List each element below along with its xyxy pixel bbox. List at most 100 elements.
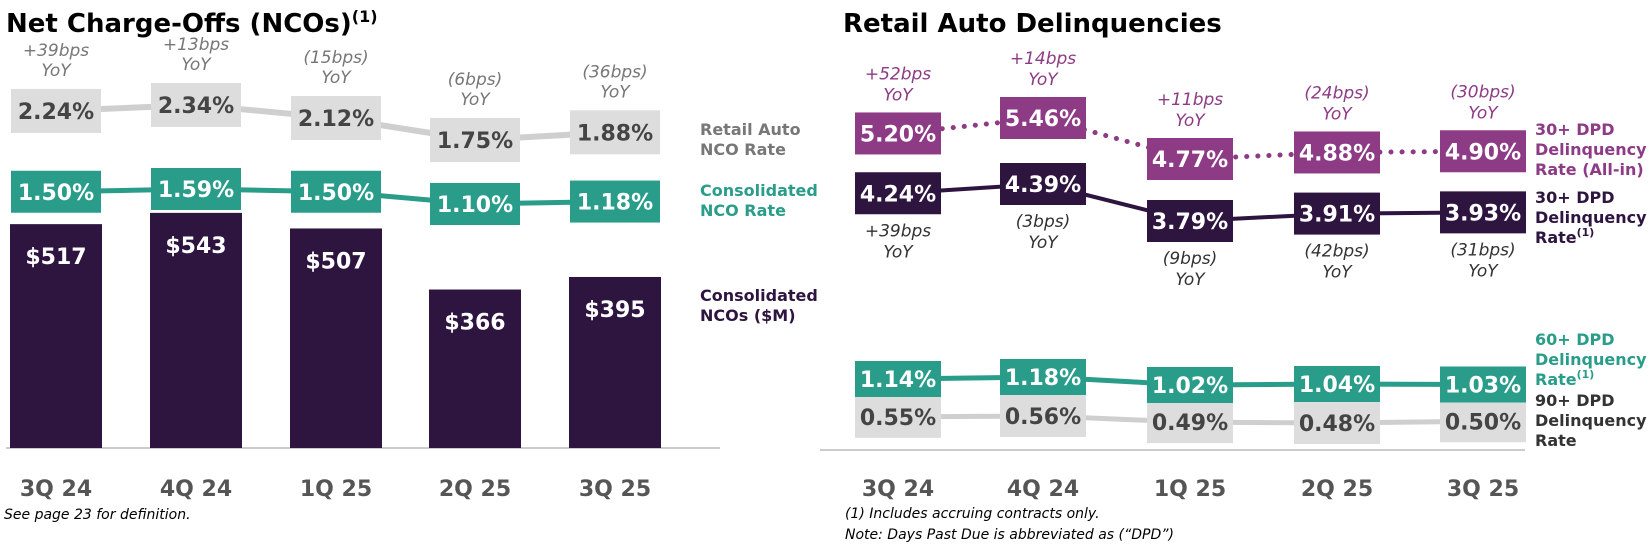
dpd30-point-5-label: 3.93% (1445, 201, 1521, 226)
dpd30-all-in-point-5-box (1440, 130, 1526, 173)
dpd30-all-in-point-5-label: 4.90% (1445, 140, 1521, 165)
dpd30-all-in-yoy-change-3: +11bps (1157, 90, 1223, 110)
nco-points: 2.24%+39bpsYoY2.34%+13bpsYoY2.12%(15bps)… (11, 35, 660, 225)
nco-bar-label-2: $543 (165, 234, 226, 259)
retail-nco-yoy-change-1: +39bps (23, 41, 89, 61)
dpd60-point-4-box (1294, 366, 1380, 402)
dpd30-all-in-yoy-label-1: YoY (883, 85, 914, 105)
retail-nco-rate-point-4-label: 1.75% (437, 129, 513, 154)
dpd90-point-2-box (1000, 395, 1086, 437)
consolidated-nco-rate-point-5-label: 1.18% (577, 191, 653, 216)
legend-consolidated-nco-rate: Consolidated NCO Rate (700, 181, 823, 220)
legend-30dpd-all-in: 30+ DPD Delinquency Rate (All-in) (1535, 120, 1652, 179)
delinquency-chart: Retail Auto Delinquencies 5.20%+52bpsYoY… (820, 9, 1652, 543)
nco-x-tick-1: 3Q 24 (20, 477, 92, 502)
delinquency-x-tick-1: 3Q 24 (862, 477, 934, 502)
dpd30-yoy-change-5: (31bps) (1450, 240, 1515, 260)
dpd90-point-5-label: 0.50% (1445, 410, 1521, 435)
dpd30-point-5-box (1440, 191, 1526, 234)
nco-bars: $517 $543 $507 $366 $395 (10, 212, 661, 448)
legend-90dpd: 90+ DPD Delinquency Rate (1535, 391, 1652, 450)
consolidated-nco-rate-point-3-label: 1.50% (298, 181, 374, 206)
dpd90-point-3-box (1147, 401, 1233, 444)
dpd90-point-4-label: 0.48% (1299, 412, 1375, 437)
nco-bar-label-1: $517 (25, 245, 86, 270)
dpd30-all-in-yoy-label-2: YoY (1028, 70, 1059, 90)
delinquency-chart-title: Retail Auto Delinquencies (843, 9, 1222, 39)
dpd30-all-in-yoy-change-2: +14bps (1010, 49, 1076, 69)
dpd30-yoy-label-5: YoY (1468, 261, 1499, 281)
nco-footnote: See page 23 for definition. (4, 507, 191, 523)
delinquency-x-tick-5: 3Q 25 (1447, 477, 1519, 502)
legend-30dpd: 30+ DPD Delinquency Rate(1) (1535, 188, 1652, 247)
consolidated-nco-rate-point-2-box (151, 168, 241, 210)
retail-nco-yoy-label-4: YoY (460, 90, 491, 110)
consolidated-nco-rate-point-3-box (291, 170, 381, 213)
dpd30-point-3-label: 3.79% (1152, 210, 1228, 235)
dpd30-point-4-box (1294, 192, 1380, 235)
dpd60-point-2-box (1000, 359, 1086, 395)
delinquency-footnote-2: Note: Days Past Due is abbreviated as (“… (845, 527, 1174, 543)
delinquency-x-tick-3: 1Q 25 (1154, 477, 1226, 502)
retail-nco-rate-point-2-label: 2.34% (158, 94, 234, 119)
nco-bar-1 (10, 224, 102, 448)
dpd60-point-3-label: 1.02% (1152, 374, 1228, 399)
dpd90-point-1-box (855, 395, 941, 438)
delinquency-footnote-1: (1) Includes accruing contracts only. (845, 506, 1100, 522)
dpd30-yoy-label-2: YoY (1028, 233, 1059, 253)
dpd30-all-in-point-2-box (1000, 97, 1086, 139)
nco-bar-label-3: $507 (305, 249, 366, 274)
dpd30-all-in-yoy-label-4: YoY (1322, 104, 1353, 124)
nco-chart: Net Charge-Offs (NCOs)(1) $517 $543 $507 $3… (4, 7, 823, 523)
dpd30-point-1-box (855, 172, 941, 215)
retail-nco-rate-point-1-box (11, 88, 101, 133)
retail-nco-rate-point-3-label: 2.12% (298, 107, 374, 132)
dpd90-point-5-box (1440, 400, 1526, 443)
dpd60-point-4-label: 1.04% (1299, 373, 1375, 398)
consolidated-nco-rate-point-1-box (11, 170, 101, 213)
delinquency-x-tick-4: 2Q 25 (1301, 477, 1373, 502)
retail-nco-yoy-label-1: YoY (41, 61, 72, 81)
dpd30-all-in-yoy-label-5: YoY (1468, 103, 1499, 123)
retail-nco-rate-point-4-box (430, 118, 520, 162)
dpd30-point-2-box (1000, 163, 1086, 205)
dpd30-yoy-label-1: YoY (883, 242, 914, 262)
dpd60-point-3-box (1147, 367, 1233, 403)
nco-bar-2 (150, 212, 242, 448)
dpd30-point-3-box (1147, 200, 1233, 242)
retail-nco-rate-point-5-box (570, 110, 660, 155)
retail-nco-yoy-label-2: YoY (181, 55, 212, 75)
dpd60-point-2-label: 1.18% (1005, 366, 1081, 391)
nco-x-tick-3: 1Q 25 (300, 477, 372, 502)
dpd30-yoy-change-2: (3bps) (1016, 212, 1071, 232)
dpd30-all-in-point-4-box (1294, 131, 1380, 174)
nco-bar-label-4: $366 (444, 311, 505, 336)
consolidated-nco-rate-point-2-label: 1.59% (158, 178, 234, 203)
consolidated-nco-rate-point-4-box (430, 183, 520, 225)
dpd60-point-5-label: 1.03% (1445, 374, 1521, 399)
nco-x-tick-5: 3Q 25 (579, 477, 651, 502)
nco-bar-4 (429, 289, 521, 448)
nco-bar-label-5: $395 (584, 298, 645, 323)
delinquency-points: 5.20%+52bpsYoY5.46%+14bpsYoY4.77%+11bpsY… (855, 49, 1526, 444)
retail-nco-rate-point-5-label: 1.88% (577, 121, 653, 146)
dpd30-yoy-label-3: YoY (1175, 270, 1206, 290)
retail-nco-yoy-label-5: YoY (600, 82, 631, 102)
nco-bar-3 (290, 228, 382, 448)
dpd30-all-in-point-1-box (855, 112, 941, 155)
delinquency-x-tick-labels: 3Q 24 4Q 24 1Q 25 2Q 25 3Q 25 (862, 477, 1519, 502)
legend-retail-nco-rate: Retail Auto NCO Rate (700, 120, 806, 159)
dpd90-point-1-label: 0.55% (860, 406, 936, 431)
dpd30-all-in-point-3-label: 4.77% (1152, 148, 1228, 173)
dpd30-all-in-point-3-box (1147, 138, 1233, 180)
retail-nco-yoy-label-3: YoY (321, 68, 352, 88)
dpd30-yoy-change-3: (9bps) (1163, 249, 1218, 269)
dpd90-point-4-box (1294, 402, 1380, 444)
retail-nco-rate-point-3-box (291, 96, 381, 141)
dpd30-point-1-label: 4.24% (860, 182, 936, 207)
dpd60-point-1-box (855, 361, 941, 397)
legend-consolidated-ncos: Consolidated NCOs ($M) (700, 286, 823, 325)
dpd30-point-4-label: 3.91% (1299, 203, 1375, 228)
delinquency-x-tick-2: 4Q 24 (1007, 477, 1079, 502)
